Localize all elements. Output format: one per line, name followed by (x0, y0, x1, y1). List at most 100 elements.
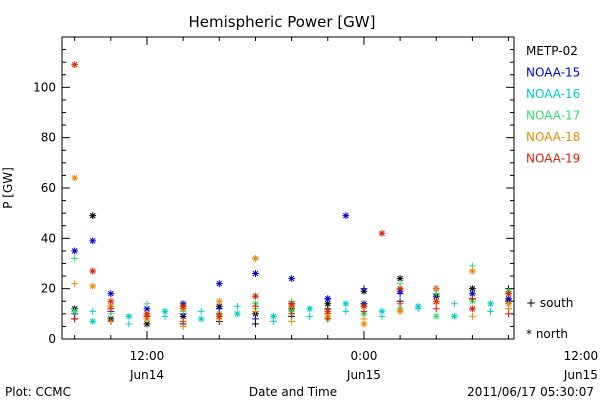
noaa-15-north-point (252, 270, 259, 277)
noaa-16-south-point (450, 300, 458, 308)
data-points (71, 61, 512, 330)
chart-title: Hemispheric Power [GW] (189, 13, 376, 31)
noaa-19-north-point (360, 302, 368, 310)
x-axis-label: Date and Time (249, 385, 337, 399)
noaa-18-south-point (71, 280, 79, 288)
noaa-16-north-point (487, 300, 494, 308)
noaa-18-north-point (505, 300, 512, 308)
noaa-17-north-point (71, 307, 79, 315)
noaa-18-north-point (432, 285, 440, 293)
metp-02-north-point (469, 285, 476, 293)
noaa-16-north-point (414, 302, 422, 310)
noaa-16-north-point (125, 312, 133, 320)
plot-timestamp: 2011/06/17 05:30:07 (467, 385, 594, 399)
noaa-16-north-point (161, 307, 169, 315)
x-tick-time-label: 12:00 (130, 349, 165, 363)
noaa-19-north-point (143, 310, 151, 318)
noaa-18-north-point (396, 307, 404, 315)
x-tick-date-label: Jun15 (563, 368, 598, 382)
x-tick-time-label: 12:00 (564, 349, 599, 363)
legend-entry: NOAA-19 (526, 152, 580, 166)
noaa-19-north-point (89, 267, 97, 275)
y-tick-label: 60 (41, 181, 56, 195)
noaa-17-south-point (71, 255, 79, 262)
noaa-15-north-point (324, 295, 332, 303)
x-tick-time-label: 0:00 (350, 349, 377, 363)
noaa-16-south-point (197, 307, 205, 315)
noaa-19-south-point (324, 315, 332, 323)
plot-source-label: Plot: CCMC (5, 385, 71, 399)
legend-entry: NOAA-17 (526, 109, 580, 123)
noaa-16-north-point (378, 307, 386, 315)
noaa-19-south-point (505, 310, 512, 318)
metp-02-north-point (89, 212, 97, 220)
noaa-19-north-point (378, 229, 386, 237)
noaa-15-north-point (89, 237, 97, 245)
noaa-16-north-point (342, 300, 350, 308)
noaa-19-north-point (505, 290, 512, 298)
noaa-15-south-point (360, 285, 368, 293)
noaa-17-south-point (143, 300, 151, 308)
noaa-16-south-point (125, 320, 133, 328)
noaa-18-north-point (215, 297, 223, 305)
marker-legend-entry: * north (526, 327, 568, 341)
y-tick-label: 80 (41, 131, 56, 145)
axis-ticks: 0 20 40 60 80 100 12:00 Jun14 0:00 Jun15 12:00 Jun1… (33, 36, 599, 382)
noaa-16-north-point (270, 312, 277, 320)
noaa-19-south-point (432, 305, 440, 313)
legend: METP-02 NOAA-15 NOAA-16 NOAA-17 NOAA-18 NOAA-… (526, 44, 580, 341)
noaa-19-south-point (71, 315, 79, 323)
noaa-19-south-point (252, 302, 259, 310)
noaa-18-south-point (288, 317, 296, 325)
noaa-16-north-point (89, 317, 97, 325)
metp-02-north-point (324, 300, 332, 308)
noaa-19-north-point (396, 285, 404, 293)
noaa-15-north-point (215, 280, 223, 288)
noaa-19-north-point (107, 297, 115, 305)
noaa-15-north-point (71, 247, 79, 255)
plot-frame (61, 36, 515, 340)
noaa-16-north-point (306, 305, 314, 313)
legend-entry: NOAA-15 (526, 66, 580, 80)
y-tick-label: 100 (33, 80, 56, 94)
noaa-15-south-point (252, 315, 259, 323)
noaa-19-north-point (252, 292, 259, 300)
noaa-19-north-point (324, 307, 332, 315)
marker-legend-entry: + south (526, 296, 573, 310)
noaa-16-south-point (233, 302, 241, 310)
noaa-19-south-point (107, 305, 115, 313)
y-tick-label: 40 (41, 231, 56, 245)
noaa-19-south-point (469, 295, 476, 303)
noaa-16-south-point (306, 312, 314, 320)
noaa-16-south-point (342, 307, 350, 315)
noaa-18-north-point (360, 320, 368, 328)
legend-entry: NOAA-16 (526, 87, 580, 101)
noaa-19-south-point (396, 300, 404, 308)
noaa-19-north-point (469, 305, 476, 313)
legend-entry: NOAA-18 (526, 130, 580, 144)
noaa-15-north-point (288, 275, 296, 282)
noaa-16-north-point (450, 312, 458, 320)
noaa-18-south-point (469, 312, 476, 320)
noaa-17-north-point (432, 312, 440, 320)
noaa-18-north-point (252, 255, 259, 262)
noaa-16-south-point (89, 307, 97, 315)
x-tick-date-label: Jun14 (129, 368, 164, 382)
noaa-19-north-point (432, 297, 440, 305)
noaa-19-north-point (288, 300, 296, 308)
noaa-19-north-point (215, 312, 223, 320)
legend-entry: METP-02 (526, 44, 578, 58)
y-tick-label: 20 (41, 282, 56, 296)
noaa-16-north-point (233, 310, 241, 318)
noaa-15-north-point (342, 212, 350, 220)
y-axis-label: P [GW] (1, 167, 15, 209)
noaa-18-north-point (71, 174, 79, 182)
noaa-18-south-point (107, 317, 115, 325)
noaa-18-north-point (89, 282, 97, 290)
noaa-19-north-point (179, 302, 187, 310)
noaa-19-south-point (179, 317, 187, 325)
x-tick-date-label: Jun15 (346, 368, 381, 382)
noaa-19-north-point (71, 61, 79, 69)
y-tick-label: 0 (48, 332, 56, 346)
